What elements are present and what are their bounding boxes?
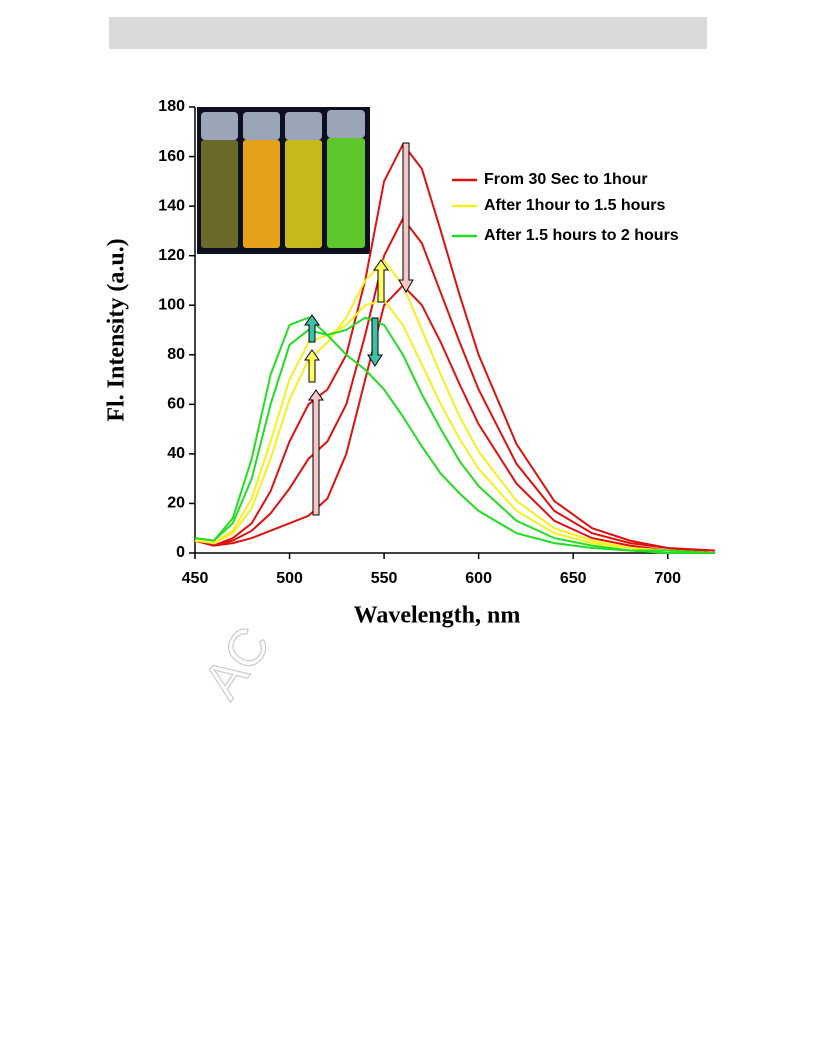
y-tick-label: 20 [167,495,185,512]
x-axis-label: Wavelength, nm [354,603,521,629]
x-tick-label: 700 [654,570,681,587]
x-tick-label: 550 [371,570,398,587]
spectrum-line [194,283,716,554]
y-axis-label: Fl. Intensity (a.u.) [104,238,130,421]
legend-label: After 1hour to 1.5 hours [484,197,665,214]
y-tick-label: 0 [176,544,185,561]
watermark: AC [193,617,282,709]
spectrum-line [194,299,716,554]
plot-area: 450 500 550 600 650 700 0 20 40 60 80 100 120 140 160 1… [158,98,716,587]
y-tick-label: 120 [158,247,185,264]
x-tick-label: 650 [560,570,587,587]
spectrum-line [194,316,716,554]
x-tick-label: 600 [465,570,492,587]
legend-label: From 30 Sec to 1hour [484,171,648,188]
header-bar [109,17,707,49]
inset-photo [197,107,370,254]
y-tick-label: 100 [158,296,185,313]
legend-label: After 1.5 hours to 2 hours [484,227,679,244]
spectrum-line [194,216,716,554]
y-tick-label: 80 [167,346,185,363]
spectrum-line [194,142,716,552]
y-tick-label: 40 [167,445,185,462]
y-tick-label: 140 [158,197,185,214]
spectrum-line [194,259,716,554]
spectrum-line [194,316,715,554]
x-tick-label: 500 [276,570,303,587]
arrows [304,142,414,516]
y-tick-label: 180 [158,98,185,115]
y-tick-label: 160 [158,148,185,165]
y-tick-label: 60 [167,396,185,413]
x-tick-label: 450 [182,570,209,587]
